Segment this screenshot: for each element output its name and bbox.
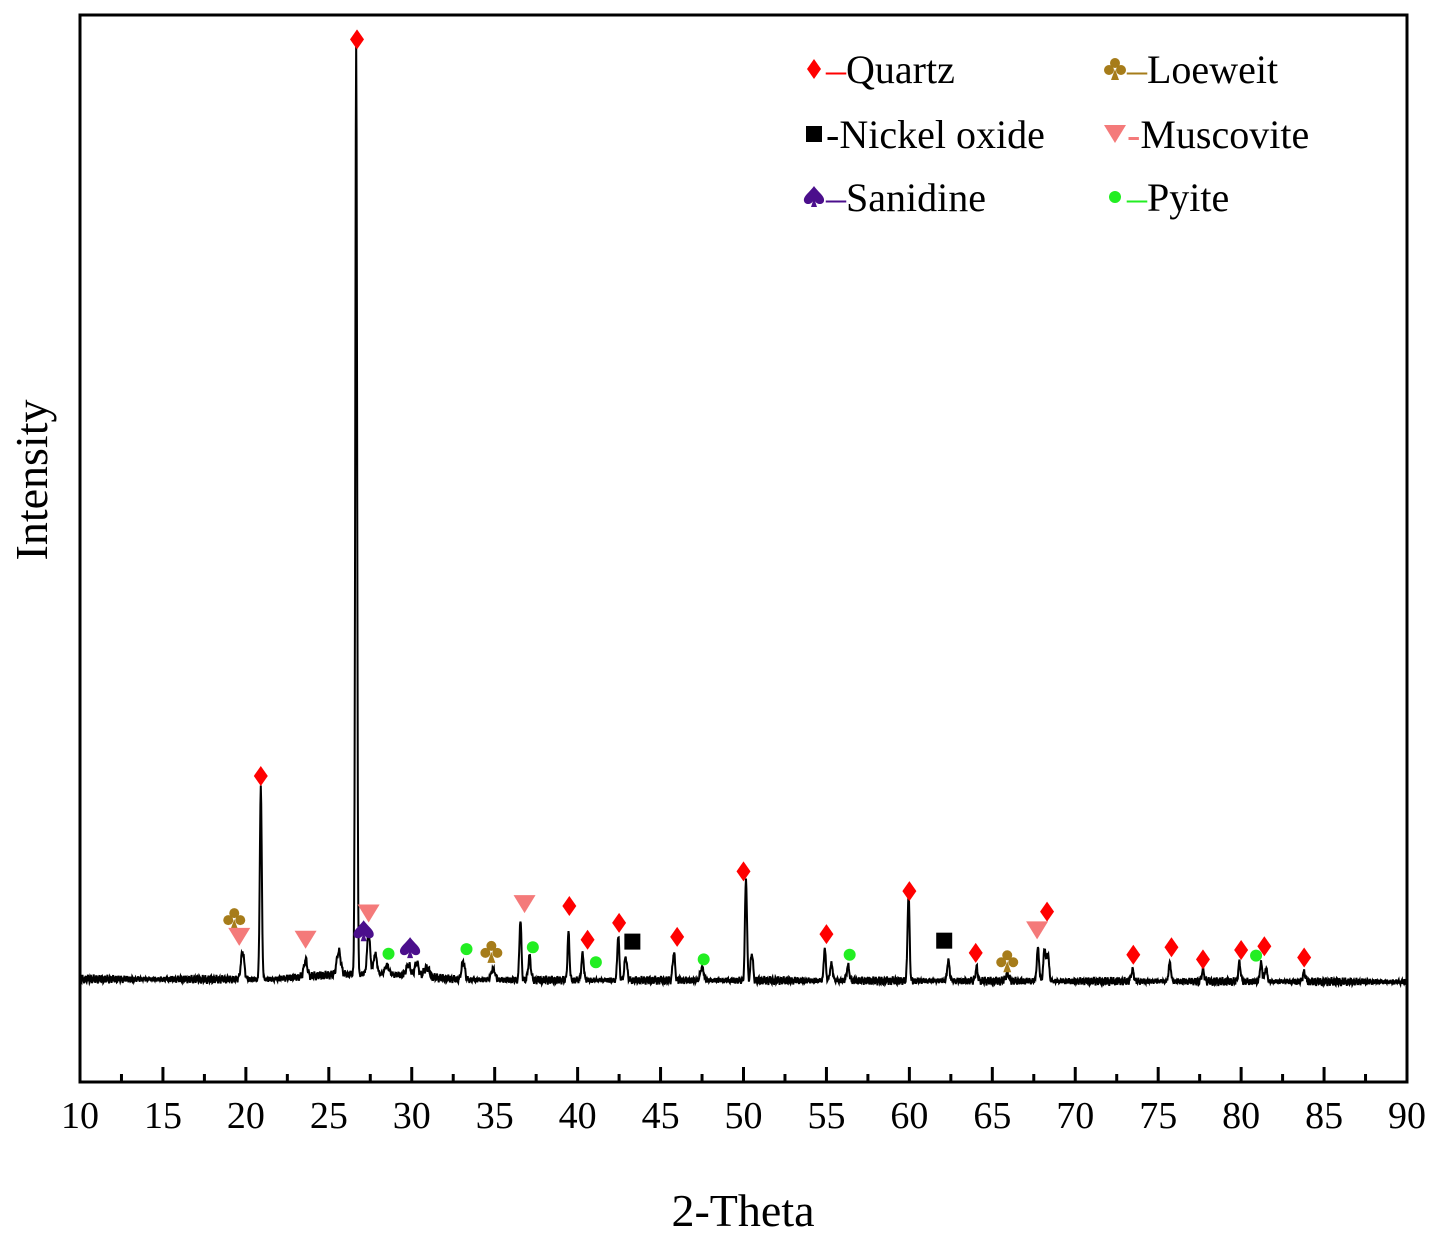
pyite-marker (382, 947, 395, 960)
x-tick-label: 80 (1222, 1095, 1260, 1137)
x-tick-label: 85 (1305, 1095, 1343, 1137)
pyite-marker (526, 941, 539, 954)
legend-label: –Loeweit (1126, 47, 1278, 92)
x-tick-label: 30 (393, 1095, 431, 1137)
muscovite-marker (228, 927, 251, 946)
nickel-oxide-legend-icon (806, 126, 822, 142)
quartz-marker (1040, 901, 1055, 922)
legend-item-loeweit: –Loeweit (1104, 47, 1278, 92)
legend-label: -Nickel oxide (826, 112, 1045, 157)
loeweit-legend-icon (1104, 58, 1126, 80)
legend-item-muscovite: -Muscovite (1104, 112, 1309, 157)
x-axis-title: 2-Theta (671, 1185, 814, 1236)
quartz-marker (819, 924, 834, 945)
quartz-marker (1195, 949, 1210, 970)
nickel_oxide-marker (936, 932, 953, 949)
x-tick-label: 70 (1056, 1095, 1094, 1137)
quartz-marker (350, 29, 365, 50)
quartz-marker (902, 881, 917, 902)
muscovite-marker (1026, 921, 1049, 940)
quartz-legend-icon (807, 59, 821, 79)
x-tick-label: 15 (144, 1095, 182, 1137)
quartz-marker (562, 896, 577, 917)
legend-label: –Sanidine (825, 175, 986, 220)
diffraction-pattern-line (79, 39, 1408, 989)
x-tick-label: 10 (61, 1095, 99, 1137)
sanidine-legend-icon (803, 186, 825, 207)
loeweit-marker (996, 950, 1019, 973)
legend-label: –Pyite (1126, 175, 1229, 220)
pyite-marker (843, 948, 856, 961)
pyite-legend-icon (1109, 191, 1121, 203)
x-tick-label: 75 (1139, 1095, 1177, 1137)
pyite-marker (1250, 949, 1263, 962)
quartz-marker (1164, 937, 1179, 958)
quartz-marker (1297, 947, 1312, 968)
legend-item-nickel-oxide: -Nickel oxide (806, 112, 1045, 157)
quartz-marker (612, 912, 627, 933)
x-tick-label: 55 (807, 1095, 845, 1137)
x-tick-label: 25 (310, 1095, 348, 1137)
sanidine-marker (399, 937, 421, 959)
x-tick-label: 35 (476, 1095, 514, 1137)
nickel_oxide-marker (624, 933, 641, 950)
x-tick-label: 20 (227, 1095, 265, 1137)
legend-item-quartz: –Quartz (807, 47, 955, 92)
quartz-marker (736, 861, 751, 882)
x-tick-label: 40 (559, 1095, 597, 1137)
phase-markers (223, 29, 1312, 973)
quartz-marker (1234, 940, 1249, 961)
legend: –Quartz –Loeweit -Nickel oxide -Muscovite –S… (803, 47, 1309, 220)
quartz-marker (968, 942, 983, 963)
x-tick-label: 90 (1388, 1095, 1426, 1137)
x-tick-label: 45 (642, 1095, 680, 1137)
legend-label: –Quartz (825, 47, 955, 92)
quartz-marker (253, 765, 268, 786)
sanidine-marker (353, 920, 374, 942)
quartz-marker (580, 929, 595, 950)
loeweit-marker (223, 908, 246, 931)
pyite-marker (589, 956, 602, 969)
x-tick-label: 50 (725, 1095, 763, 1137)
muscovite-marker (294, 930, 317, 949)
quartz-marker (670, 926, 685, 947)
legend-label: -Muscovite (1127, 112, 1309, 157)
loeweit-marker (480, 940, 503, 963)
quartz-marker (1257, 936, 1272, 957)
legend-item-pyite: –Pyite (1109, 175, 1229, 220)
pyite-marker (460, 943, 473, 956)
x-axis-ticks: 10 15 20 25 30 35 40 45 50 55 60 65 70 75 80 85 90 (61, 1067, 1426, 1137)
muscovite-legend-icon (1104, 125, 1126, 143)
muscovite-marker (513, 895, 536, 914)
muscovite-marker (357, 904, 380, 923)
quartz-marker (1126, 944, 1141, 965)
x-tick-label: 60 (890, 1095, 928, 1137)
legend-item-sanidine: –Sanidine (803, 175, 986, 220)
y-axis-title: Intensity (6, 400, 57, 561)
pyite-marker (697, 953, 710, 966)
x-tick-label: 65 (973, 1095, 1011, 1137)
